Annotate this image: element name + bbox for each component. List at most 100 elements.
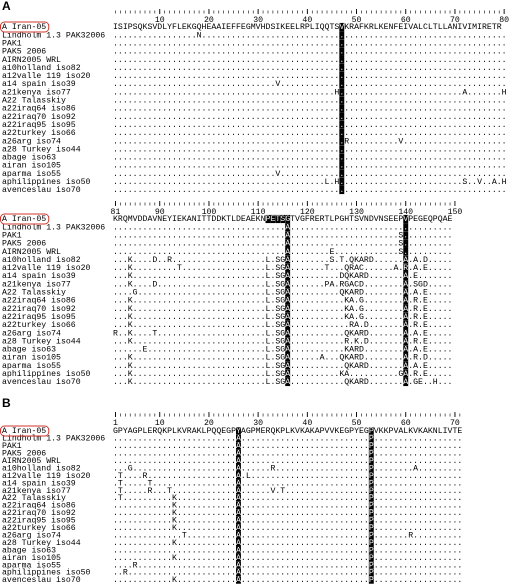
highlight-cell	[285, 329, 291, 338]
ruler-number: 120	[300, 208, 315, 217]
highlight-cell	[285, 263, 291, 272]
aligned-sequence: ........................................…	[113, 137, 507, 146]
aligned-sequence: ......E........................L.SGA....…	[113, 346, 452, 355]
aligned-sequence: ...................................A....…	[113, 248, 452, 257]
highlight-cell	[339, 128, 345, 138]
aligned-sequence: ..............T..........A..............…	[113, 531, 462, 540]
sequence-name: aphilippines iso50	[2, 177, 91, 187]
sequence-name: a12valle 119 iso20	[2, 263, 91, 273]
aligned-sequence: .........................A..............…	[113, 450, 462, 459]
highlight-cell	[339, 55, 345, 64]
aligned-sequence: .T..........K............A..............…	[113, 494, 462, 503]
aligned-sequence: .................N......................…	[113, 31, 507, 40]
sequence-name: a14 spain iso39	[2, 478, 76, 488]
highlight-cell	[236, 464, 241, 472]
aligned-sequence: ........................................…	[113, 178, 507, 187]
ruler-number: 70	[450, 16, 460, 25]
aligned-sequence: .........................A..............…	[113, 435, 462, 444]
highlight-cell	[285, 296, 291, 305]
ruler-number: 50	[352, 419, 362, 428]
aligned-sequence: ...K...........................L.SGA....…	[113, 305, 452, 314]
highlight-cell	[236, 427, 241, 435]
sequence-name: A Iran-05	[2, 427, 46, 436]
sequence-name: A22 Talasskiy	[2, 288, 66, 298]
ruler-number: 110	[251, 208, 266, 217]
highlight-cell	[285, 223, 291, 232]
sequence-name: a28 Turkey iso44	[2, 144, 81, 154]
highlight-cell	[403, 214, 409, 224]
aligned-sequence: ....G..........................L.SGA....…	[113, 289, 452, 298]
highlight-cell	[403, 223, 409, 232]
aligned-sequence: ...................................A....…	[113, 240, 452, 249]
highlight-cell	[403, 345, 409, 354]
sequence-name: a26arg iso74	[2, 328, 61, 338]
aligned-sequence: ........................................…	[113, 88, 507, 97]
ruler-number: 30	[253, 419, 263, 428]
highlight-cell	[403, 239, 409, 248]
aligned-sequence: ..R......................A..............…	[113, 569, 462, 578]
aligned-sequence: R..K....T......................L.SGA....…	[113, 329, 452, 338]
sequence-name: a26arg iso74	[2, 530, 61, 540]
aligned-sequence: .................................V......…	[113, 80, 507, 89]
highlight-cell	[403, 329, 409, 338]
panel-label: A	[2, 0, 11, 13]
sequence-name: a14 spain iso39	[2, 271, 76, 281]
highlight-cell	[285, 231, 291, 240]
aligned-sequence: ...K...........................L.SGA....…	[113, 313, 452, 322]
sequence-name: A Iran-05	[2, 215, 46, 224]
sequence-name: PAK5 2006	[2, 450, 46, 459]
aligned-sequence: ........................................…	[113, 105, 507, 114]
panel-label: B	[2, 396, 11, 410]
sequence-name: a22iraq95 iso95	[2, 120, 76, 130]
highlight-cell	[236, 486, 241, 495]
aligned-sequence: ............K............A..............…	[113, 576, 462, 585]
highlight-cell	[368, 427, 374, 435]
reference-box	[0, 425, 50, 437]
aligned-sequence: ...K...........................L.SGA....…	[113, 337, 452, 346]
ruler-number: 10	[155, 16, 165, 25]
aligned-sequence: ........................................…	[113, 39, 507, 48]
ruler-number: 60	[401, 16, 411, 25]
sequence-name: abage iso63	[2, 345, 56, 355]
highlight-cell	[236, 434, 241, 443]
sequence-name: a22iraq95 iso95	[2, 516, 76, 526]
aligned-sequence: ...K....D..R...................L.SGA....…	[113, 256, 452, 265]
aligned-sequence: ...K...........................L.SGA....…	[113, 297, 452, 306]
reference-sequence: GPYAGPLERQKPLKVRAKLPQQEGPYAGPMERQKPLKVKA…	[113, 427, 462, 436]
highlight-cell	[285, 369, 291, 378]
aligned-sequence: .T....R..................A.L............…	[113, 472, 462, 481]
highlight-cell	[236, 449, 241, 458]
highlight-cell	[285, 271, 291, 281]
highlight-cell	[339, 39, 345, 48]
sequence-name: aphilippines iso50	[2, 568, 91, 578]
highlight-cell	[285, 320, 291, 330]
highlight-cell	[403, 312, 409, 321]
sequence-name: a10holland iso82	[2, 63, 81, 73]
sequence-name: a22iraq64 iso86	[2, 296, 76, 306]
sequence-name: abage iso63	[2, 153, 56, 163]
highlight-cell	[403, 361, 409, 370]
aligned-sequence: ...K...........................L.SGA....…	[113, 370, 452, 379]
sequence-name: airan iso105	[2, 161, 61, 171]
highlight-cell	[285, 345, 291, 354]
sequence-name: a22iraq95 iso95	[2, 312, 76, 322]
highlight-cell	[403, 377, 409, 387]
highlight-cell	[368, 568, 374, 577]
ruler-number: 20	[204, 419, 214, 428]
aligned-sequence: ...K....D......................L.SGA....…	[113, 280, 452, 289]
highlight-cell	[403, 263, 409, 272]
highlight-cell	[403, 255, 409, 264]
ruler-number: 81	[111, 208, 121, 217]
aligned-sequence: .........................A..............…	[113, 457, 462, 466]
highlight-cell	[236, 479, 241, 487]
highlight-cell	[236, 539, 241, 547]
highlight-cell	[285, 255, 291, 264]
reference-sequence: ISIPSQKSVDLYFLEKGQHEAAIEFFEGMVHDSIKEELRP…	[113, 23, 502, 32]
highlight-cell	[280, 214, 286, 224]
sequence-name: a21kenya iso77	[2, 87, 71, 97]
aligned-sequence: ........................................…	[113, 113, 507, 122]
highlight-cell	[368, 539, 374, 547]
sequence-name: a21kenya iso77	[2, 486, 71, 496]
highlight-cell	[285, 280, 291, 289]
